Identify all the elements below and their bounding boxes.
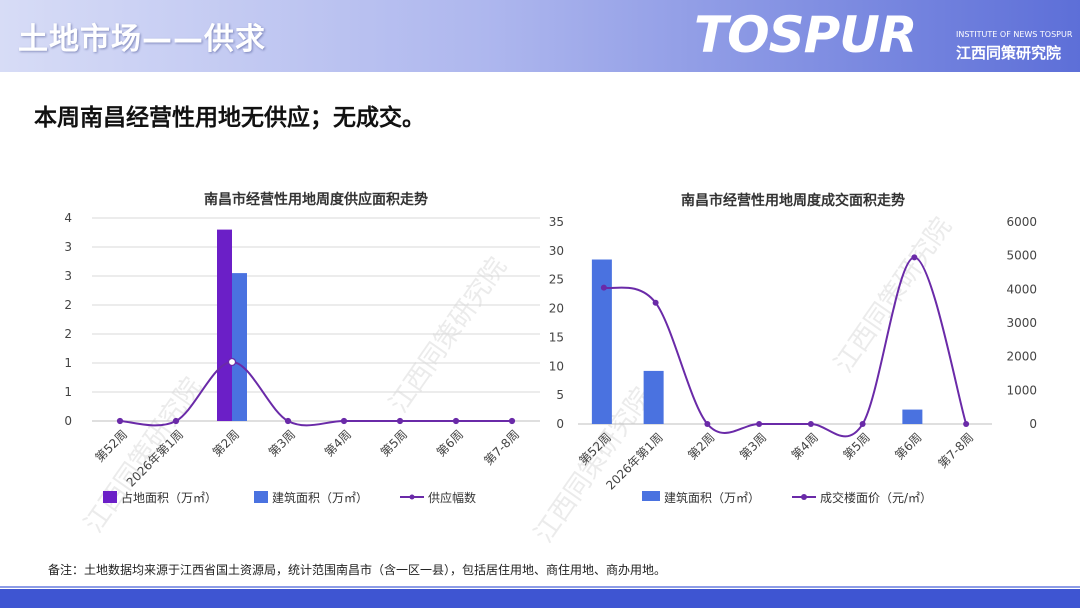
line-point (396, 417, 404, 425)
legend-label: 占地面积（万㎡） (121, 490, 217, 505)
bar-floor-area (232, 273, 247, 421)
y-left-tick-label: 20 (549, 302, 564, 316)
line-supply-count (119, 360, 512, 427)
line-point (452, 417, 460, 425)
footer-line (0, 586, 1080, 588)
x-tick-label: 第6周 (434, 427, 466, 459)
header-bar (0, 0, 1080, 72)
line-point (284, 417, 292, 425)
x-tick-label: 第7-8周 (936, 430, 977, 471)
watermark-text: 江西同策研究院 (384, 252, 513, 418)
y-right-tick-label: 6000 (1006, 215, 1037, 229)
line-point (963, 421, 970, 427)
x-tick-label: 第3周 (266, 427, 298, 459)
footnote: 备注：土地数据均来源于江西省国土资源局，统计范围南昌市（含一区一县），包括居住用… (48, 563, 667, 577)
bar-land-area (217, 229, 232, 421)
transaction-chart: 南昌市经营性用地周度成交面积走势 0 5 10 15 20 25 30 35 0 1000 2000 3… (549, 192, 1037, 505)
legend-swatch (409, 494, 415, 500)
chart-title: 南昌市经营性用地周度供应面积走势 (204, 191, 428, 208)
y-left-tick-label: 15 (549, 330, 564, 344)
y-tick-label: 0 (64, 414, 72, 428)
y-right-tick-label: 5000 (1006, 249, 1037, 263)
line-point (116, 417, 124, 425)
line-point (340, 417, 348, 425)
bar-floor-area (591, 259, 612, 424)
footer-bar (0, 589, 1080, 608)
legend-label: 成交楼面价（元/㎡） (820, 490, 932, 505)
y-left-tick-label: 10 (549, 359, 564, 373)
x-tick-label: 第3周 (737, 430, 769, 462)
line-point (807, 421, 814, 427)
y-tick-label: 1 (64, 356, 72, 370)
y-right-tick-label: 0 (1029, 417, 1037, 431)
y-right-tick-label: 4000 (1006, 282, 1037, 296)
line-point (859, 421, 866, 427)
watermark-text: 江西同策研究院 (829, 212, 958, 378)
legend-label: 建筑面积（万㎡） (664, 490, 760, 505)
line-point (652, 299, 659, 306)
legend-swatch (801, 494, 807, 500)
legend-swatch (254, 491, 268, 503)
y-tick-label: 2 (64, 298, 72, 312)
logo-subtitle-cn: 江西同策研究院 (956, 44, 1062, 62)
x-tick-label: 第7-8周 (481, 427, 522, 468)
x-tick-label: 第4周 (789, 430, 821, 462)
y-tick-label: 1 (64, 385, 72, 399)
brand-logo: TOSPUR (694, 6, 917, 64)
line-point (600, 284, 607, 291)
x-tick-label: 第5周 (840, 430, 872, 462)
page-title: 土地市场——供求 (18, 22, 266, 57)
y-left-tick-label: 35 (549, 215, 564, 229)
y-left-tick-label: 30 (549, 244, 564, 258)
logo-subtitle-en: INSTITUTE OF NEWS TOSPUR (956, 30, 1073, 39)
y-tick-label: 3 (64, 240, 72, 254)
x-tick-label: 第4周 (322, 427, 354, 459)
chart-title: 南昌市经营性用地周度成交面积走势 (681, 192, 905, 209)
y-left-tick-label: 25 (549, 273, 564, 287)
legend-swatch (642, 491, 660, 501)
line-point (704, 421, 711, 427)
legend-label: 供应幅数 (428, 490, 476, 505)
line-point (227, 357, 237, 367)
y-tick-label: 2 (64, 327, 72, 341)
line-point (911, 254, 918, 261)
line-point (508, 417, 516, 425)
y-left-tick-label: 0 (556, 417, 564, 431)
line-point (172, 417, 180, 425)
headline: 本周南昌经营性用地无供应；无成交。 (34, 105, 425, 131)
legend-swatch (103, 491, 117, 503)
x-tick-label: 第2周 (210, 427, 242, 459)
y-tick-label: 3 (64, 269, 72, 283)
x-tick-label: 第6周 (892, 430, 924, 462)
legend-label: 建筑面积（万㎡） (272, 490, 368, 505)
bar-floor-area (643, 370, 664, 424)
x-tick-label: 第2周 (685, 430, 717, 462)
y-tick-label: 4 (64, 211, 72, 225)
y-right-tick-label: 1000 (1006, 383, 1037, 397)
bar-floor-area (902, 409, 923, 424)
y-left-tick-label: 5 (556, 388, 564, 402)
line-point (756, 421, 763, 427)
y-right-tick-label: 2000 (1006, 350, 1037, 364)
y-right-tick-label: 3000 (1006, 316, 1037, 330)
x-tick-label: 第5周 (378, 427, 410, 459)
